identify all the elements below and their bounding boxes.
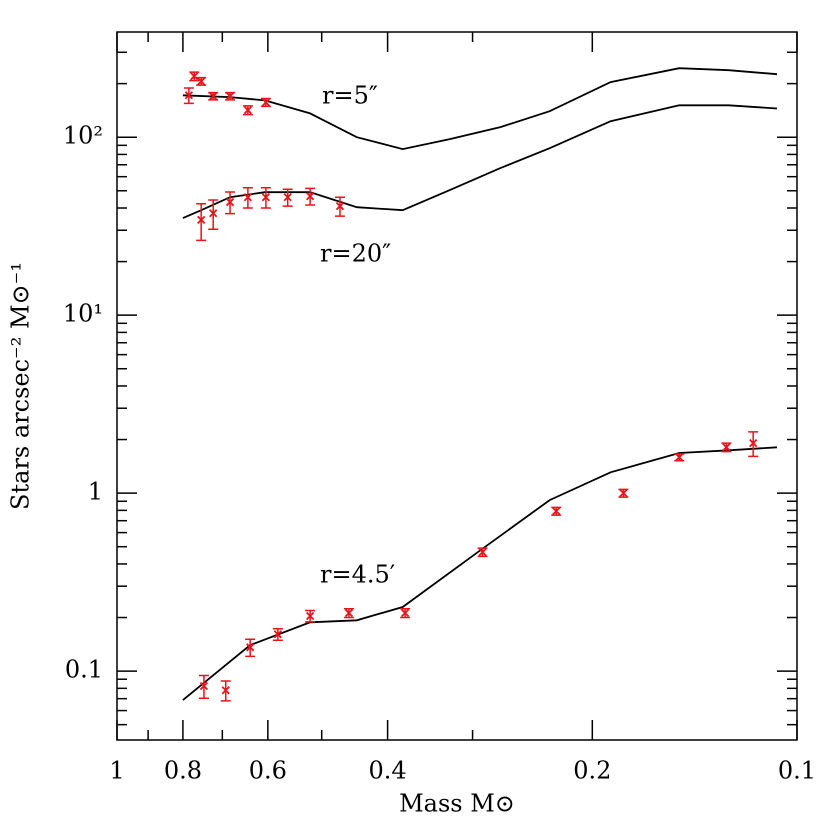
data-point <box>722 443 731 452</box>
data-point <box>335 201 345 211</box>
y-axis-label: Stars arcsec⁻² M⊙⁻¹ <box>7 262 35 510</box>
data-point <box>225 197 235 207</box>
data-point <box>225 92 235 101</box>
data-point <box>283 193 292 202</box>
data-point <box>261 193 271 202</box>
error-bar <box>196 202 207 242</box>
x-tick-label: 0.1 <box>778 757 816 785</box>
data-point <box>305 611 315 621</box>
data-point <box>197 77 206 86</box>
data-point <box>749 438 758 448</box>
x-axis-label: Mass M⊙ <box>399 790 515 818</box>
data-point <box>221 686 230 695</box>
series-annotation: r=4.5′ <box>320 561 395 589</box>
y-tick-label: 1 <box>88 478 103 506</box>
data-point <box>552 507 561 516</box>
data-point <box>190 72 199 81</box>
data-point <box>619 488 628 498</box>
data-point <box>209 209 218 218</box>
y-tick-label: 10² <box>63 122 103 150</box>
data-point <box>184 91 194 100</box>
data-point <box>675 453 684 462</box>
x-tick-label: 0.8 <box>164 757 202 785</box>
data-point <box>344 608 354 618</box>
x-tick-label: 1 <box>109 757 124 785</box>
series-annotation: r=20″ <box>320 240 391 268</box>
y-tick-label: 10¹ <box>63 300 103 328</box>
y-tick-label: 0.1 <box>65 656 103 684</box>
model-line <box>182 67 778 151</box>
model-line <box>182 104 778 219</box>
x-tick-label: 0.2 <box>573 757 611 785</box>
data-point <box>243 105 253 115</box>
data-point <box>209 92 218 101</box>
series-annotation: r=5″ <box>322 82 378 110</box>
data-point <box>305 192 315 201</box>
data-point <box>243 193 253 202</box>
data-point <box>261 98 271 107</box>
x-tick-label: 0.4 <box>369 757 407 785</box>
data-point <box>478 548 487 557</box>
data-point <box>246 643 255 652</box>
data-point <box>197 215 206 225</box>
data-point <box>400 608 410 618</box>
model-line <box>182 446 778 701</box>
x-tick-label: 0.6 <box>249 757 287 785</box>
error-bar <box>208 199 219 230</box>
data-point <box>273 630 283 639</box>
data-point <box>199 681 209 691</box>
